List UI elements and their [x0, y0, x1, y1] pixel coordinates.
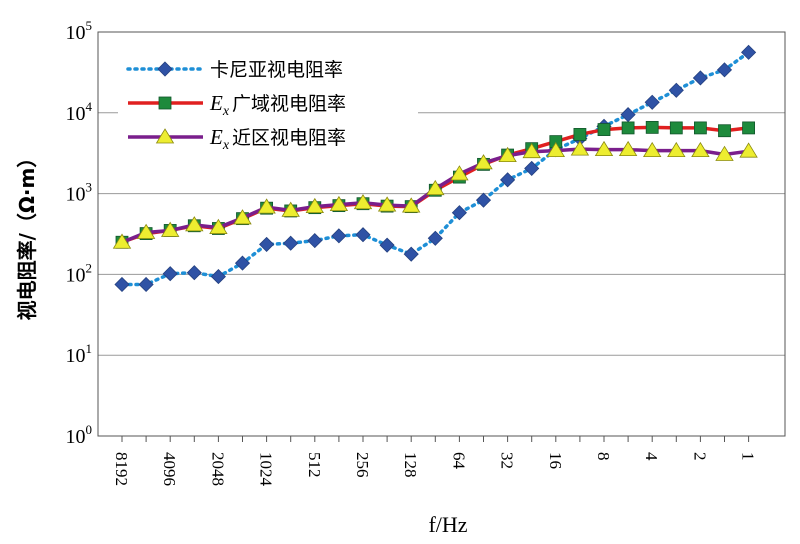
data-point-triangle [353, 194, 373, 210]
data-point-diamond [644, 94, 660, 110]
data-point-triangle [257, 198, 276, 214]
data-point-diamond [500, 172, 516, 188]
legend-item: Ex 近区视电阻率 [128, 125, 346, 153]
data-point-diamond [138, 276, 154, 293]
x-tick-label: 256 [353, 452, 372, 478]
x-tick-label: 4096 [160, 452, 179, 486]
legend-label: Ex 广域视电阻率 [209, 91, 346, 119]
data-point-diamond [427, 230, 443, 246]
data-point-square [573, 128, 587, 141]
data-point-diamond [716, 62, 733, 78]
data-point-diamond [114, 276, 130, 293]
data-point-triangle [160, 221, 180, 237]
data-point-triangle [546, 141, 566, 158]
data-point-diamond [234, 255, 251, 271]
data-point-triangle [281, 201, 300, 217]
x-axis-ticks: 8192 4096 2048 1024 512 256 128 64 32 16 8 4 2 1 [112, 436, 758, 487]
data-point-diamond [692, 70, 708, 86]
data-point-square [597, 123, 611, 136]
data-point-square [742, 121, 755, 135]
x-axis-label: f/Hz [428, 512, 467, 537]
data-point-diamond [403, 246, 419, 262]
data-point-diamond [668, 82, 684, 98]
data-point-diamond [157, 61, 173, 77]
legend: 卡尼亚视电阻率 Ex 广域视电阻率 Ex 近区视电阻率 [118, 48, 418, 162]
x-tick-label: 1024 [257, 452, 276, 487]
y-axis-label: 视电阻率/（Ω·m） [15, 148, 39, 321]
y-tick-label: 105 [66, 18, 93, 44]
data-point-square [158, 96, 172, 110]
data-point-triangle [450, 165, 469, 181]
y-tick-label: 104 [66, 99, 93, 125]
data-point-diamond [162, 266, 178, 282]
data-point-triangle [185, 216, 204, 232]
data-point-square [694, 121, 707, 135]
data-point-triangle [691, 141, 710, 158]
x-tick-label: 8 [594, 452, 613, 461]
data-point-triangle [377, 196, 397, 212]
data-point-square [669, 121, 683, 135]
x-tick-label: 2048 [208, 452, 227, 486]
x-tick-label: 2 [690, 452, 709, 461]
y-tick-label: 103 [66, 180, 93, 206]
data-point-diamond [210, 269, 226, 285]
data-point-triangle [209, 218, 228, 234]
data-point-square [718, 124, 731, 138]
data-point-triangle [642, 141, 662, 158]
data-point-diamond [331, 228, 347, 244]
data-point-diamond [355, 227, 371, 243]
data-point-triangle [667, 141, 686, 158]
series-layer [112, 44, 758, 293]
y-tick-label: 100 [66, 422, 93, 448]
data-point-triangle [136, 223, 156, 239]
x-tick-label: 4 [642, 452, 661, 461]
data-point-diamond [524, 160, 540, 176]
data-point-triangle [474, 154, 493, 170]
x-tick-label: 16 [546, 452, 565, 469]
data-point-diamond [186, 265, 202, 281]
data-point-triangle [233, 209, 252, 225]
data-point-square [621, 121, 635, 135]
legend-label: 卡尼亚视电阻率 [210, 59, 343, 81]
y-tick-label: 101 [66, 341, 93, 367]
data-point-triangle [522, 142, 541, 159]
data-point-triangle [594, 140, 614, 157]
data-point-diamond [379, 237, 395, 253]
data-point-square [645, 120, 659, 134]
x-tick-label: 128 [401, 452, 420, 478]
data-point-triangle [112, 233, 132, 249]
data-point-triangle [426, 179, 445, 196]
data-point-triangle [401, 197, 421, 213]
y-tick-label: 102 [66, 260, 93, 286]
data-point-diamond [259, 236, 275, 252]
legend-item: 卡尼亚视电阻率 [126, 59, 343, 81]
data-point-triangle [305, 197, 325, 214]
data-point-diamond [307, 233, 323, 249]
series-2 [112, 140, 758, 249]
data-point-diamond [741, 44, 757, 60]
x-tick-label: 32 [498, 452, 517, 469]
y-axis-ticks: 100 101 102 103 104 105 [66, 18, 93, 448]
x-tick-label: 64 [449, 452, 468, 470]
x-tick-label: 512 [305, 452, 324, 478]
data-point-triangle [498, 146, 517, 163]
data-point-triangle [739, 142, 758, 158]
data-point-diamond [451, 205, 467, 221]
data-point-triangle [155, 128, 175, 144]
legend-item: Ex 广域视电阻率 [128, 91, 346, 119]
x-tick-label: 1 [739, 452, 758, 461]
legend-label: Ex 近区视电阻率 [209, 125, 346, 153]
data-point-triangle [715, 145, 734, 161]
data-point-triangle [329, 195, 349, 212]
data-point-triangle [618, 140, 638, 157]
data-point-diamond [475, 192, 492, 208]
x-tick-label: 8192 [112, 452, 131, 486]
plot-area-frame [97, 31, 786, 437]
data-point-diamond [283, 235, 299, 251]
data-point-triangle [570, 140, 590, 156]
